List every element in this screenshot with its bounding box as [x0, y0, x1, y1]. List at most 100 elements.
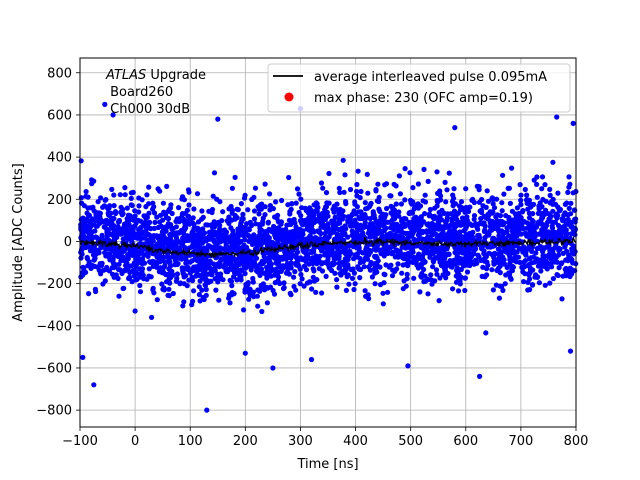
sample-point [550, 208, 556, 214]
sample-point [342, 256, 348, 262]
sample-point [358, 188, 364, 195]
sample-point [169, 231, 175, 237]
sample-point [245, 280, 251, 286]
sample-point [181, 281, 187, 287]
sample-point [127, 269, 133, 276]
sample-point [102, 250, 108, 256]
sample-point [150, 200, 156, 206]
sample-point [539, 230, 545, 236]
sample-point [121, 285, 127, 291]
sample-point [367, 267, 373, 273]
sample-point [303, 267, 310, 273]
sample-point [100, 281, 106, 287]
sample-point [313, 218, 319, 224]
sample-point [384, 205, 390, 212]
sample-point [555, 272, 561, 279]
sample-point [367, 247, 373, 253]
sample-point [297, 281, 303, 287]
sample-point [156, 234, 162, 240]
sample-point [414, 226, 420, 232]
sample-point [496, 295, 502, 301]
sample-point [433, 267, 440, 273]
sample-point [142, 241, 149, 247]
sample-point [232, 174, 238, 180]
sample-point [97, 214, 103, 220]
sample-point [249, 222, 255, 228]
sample-point [310, 266, 316, 272]
sample-point [183, 257, 189, 263]
sample-point [293, 261, 299, 267]
sample-point [180, 230, 187, 236]
sample-point [497, 270, 503, 276]
sample-point [287, 208, 293, 215]
sample-point [558, 261, 564, 267]
sample-point [121, 221, 128, 227]
sample-point [257, 202, 264, 208]
sample-point [199, 287, 205, 293]
x-tick-label-5: 400 [343, 434, 368, 449]
sample-point [110, 260, 116, 266]
sample-point [138, 249, 144, 256]
sample-point [111, 203, 117, 209]
sample-point [504, 264, 510, 271]
sample-point [376, 247, 382, 253]
sample-point [511, 250, 517, 256]
sample-point [184, 207, 190, 213]
sample-outlier-9 [270, 365, 276, 371]
sample-point [146, 184, 152, 190]
sample-point [350, 244, 356, 250]
sample-point [229, 185, 235, 191]
sample-point [534, 238, 540, 244]
sample-point [391, 227, 397, 233]
sample-point [208, 266, 214, 272]
sample-point [463, 186, 469, 192]
sample-point [288, 265, 294, 271]
sample-point [132, 208, 138, 214]
y-tick-label-5: 200 [47, 193, 72, 208]
sample-point [267, 191, 273, 197]
sample-point [424, 244, 430, 250]
sample-point [477, 208, 483, 214]
sample-point [542, 282, 548, 288]
sample-point [276, 219, 282, 225]
sample-point [381, 220, 388, 226]
sample-point [299, 220, 305, 226]
sample-point [203, 238, 209, 244]
sample-point [156, 257, 162, 263]
sample-point [210, 193, 216, 199]
sample-point [307, 279, 313, 285]
sample-point [327, 265, 333, 271]
sample-point [117, 192, 123, 198]
legend-max-phase-label: max phase: 230 (OFC amp=0.19) [314, 91, 533, 106]
sample-point [534, 222, 540, 228]
sample-point [95, 199, 101, 205]
sample-point [425, 291, 431, 297]
sample-point [246, 296, 252, 302]
sample-point [405, 263, 411, 269]
sample-point [559, 216, 565, 222]
sample-point [487, 209, 493, 215]
sample-point [311, 246, 317, 252]
sample-point [228, 278, 235, 284]
sample-point [458, 266, 464, 273]
sample-point [108, 218, 114, 224]
sample-point [83, 244, 89, 251]
sample-point [190, 298, 196, 304]
sample-point [343, 287, 349, 293]
sample-point [264, 249, 271, 256]
sample-point [405, 257, 411, 263]
sample-point [548, 230, 555, 236]
sample-point [415, 181, 421, 187]
sample-point [314, 208, 320, 215]
sample-point [255, 303, 261, 309]
sample-point [412, 243, 419, 249]
sample-point [389, 217, 395, 223]
sample-point [334, 242, 340, 248]
sample-point [517, 182, 523, 188]
sample-point [522, 186, 528, 193]
sample-point [550, 159, 556, 165]
sample-outlier-1 [110, 112, 116, 118]
sample-point [125, 253, 132, 259]
sample-point [246, 238, 252, 244]
sample-point [323, 273, 329, 279]
